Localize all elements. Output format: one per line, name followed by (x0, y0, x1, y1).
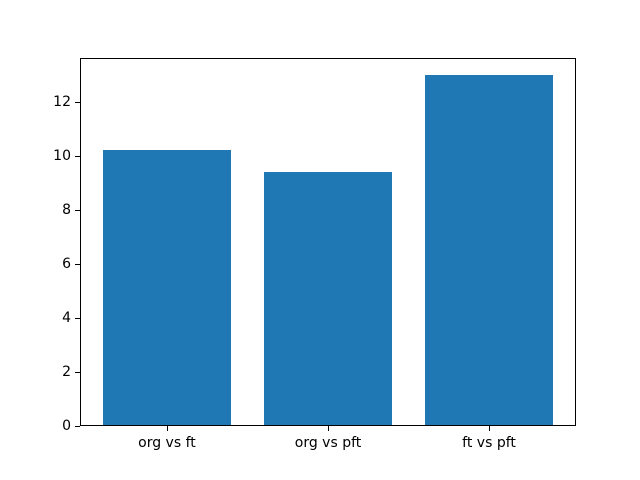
x-tick-mark (166, 426, 168, 431)
y-tick-label-0: 0 (62, 418, 71, 434)
bar-org-vs-ft (102, 150, 232, 425)
y-tick-label-10: 10 (53, 148, 71, 165)
bar-org-vs-pft (263, 171, 393, 425)
x-tick-label-ft-vs-pft: ft vs pft (462, 435, 516, 451)
x-tick-label-org-vs-ft: org vs ft (138, 435, 196, 451)
bar-ft-vs-pft (424, 74, 554, 425)
y-tick-label-8: 8 (62, 202, 71, 219)
y-tick-mark (75, 102, 80, 104)
y-tick-mark (75, 426, 80, 427)
x-tick-mark (489, 426, 491, 431)
y-tick-mark (75, 210, 80, 212)
y-tick-label-6: 6 (62, 256, 71, 273)
y-tick-mark (75, 156, 80, 158)
x-tick-mark (328, 426, 329, 431)
plot-area (80, 58, 576, 426)
y-tick-mark (75, 318, 80, 320)
x-tick-label-org-vs-pft: org vs pft (294, 435, 362, 451)
y-tick-label-12: 12 (53, 94, 71, 111)
y-tick-mark (75, 372, 80, 374)
y-tick-label-4: 4 (62, 310, 71, 327)
y-tick-mark (75, 264, 80, 266)
y-tick-label-2: 2 (62, 364, 71, 381)
